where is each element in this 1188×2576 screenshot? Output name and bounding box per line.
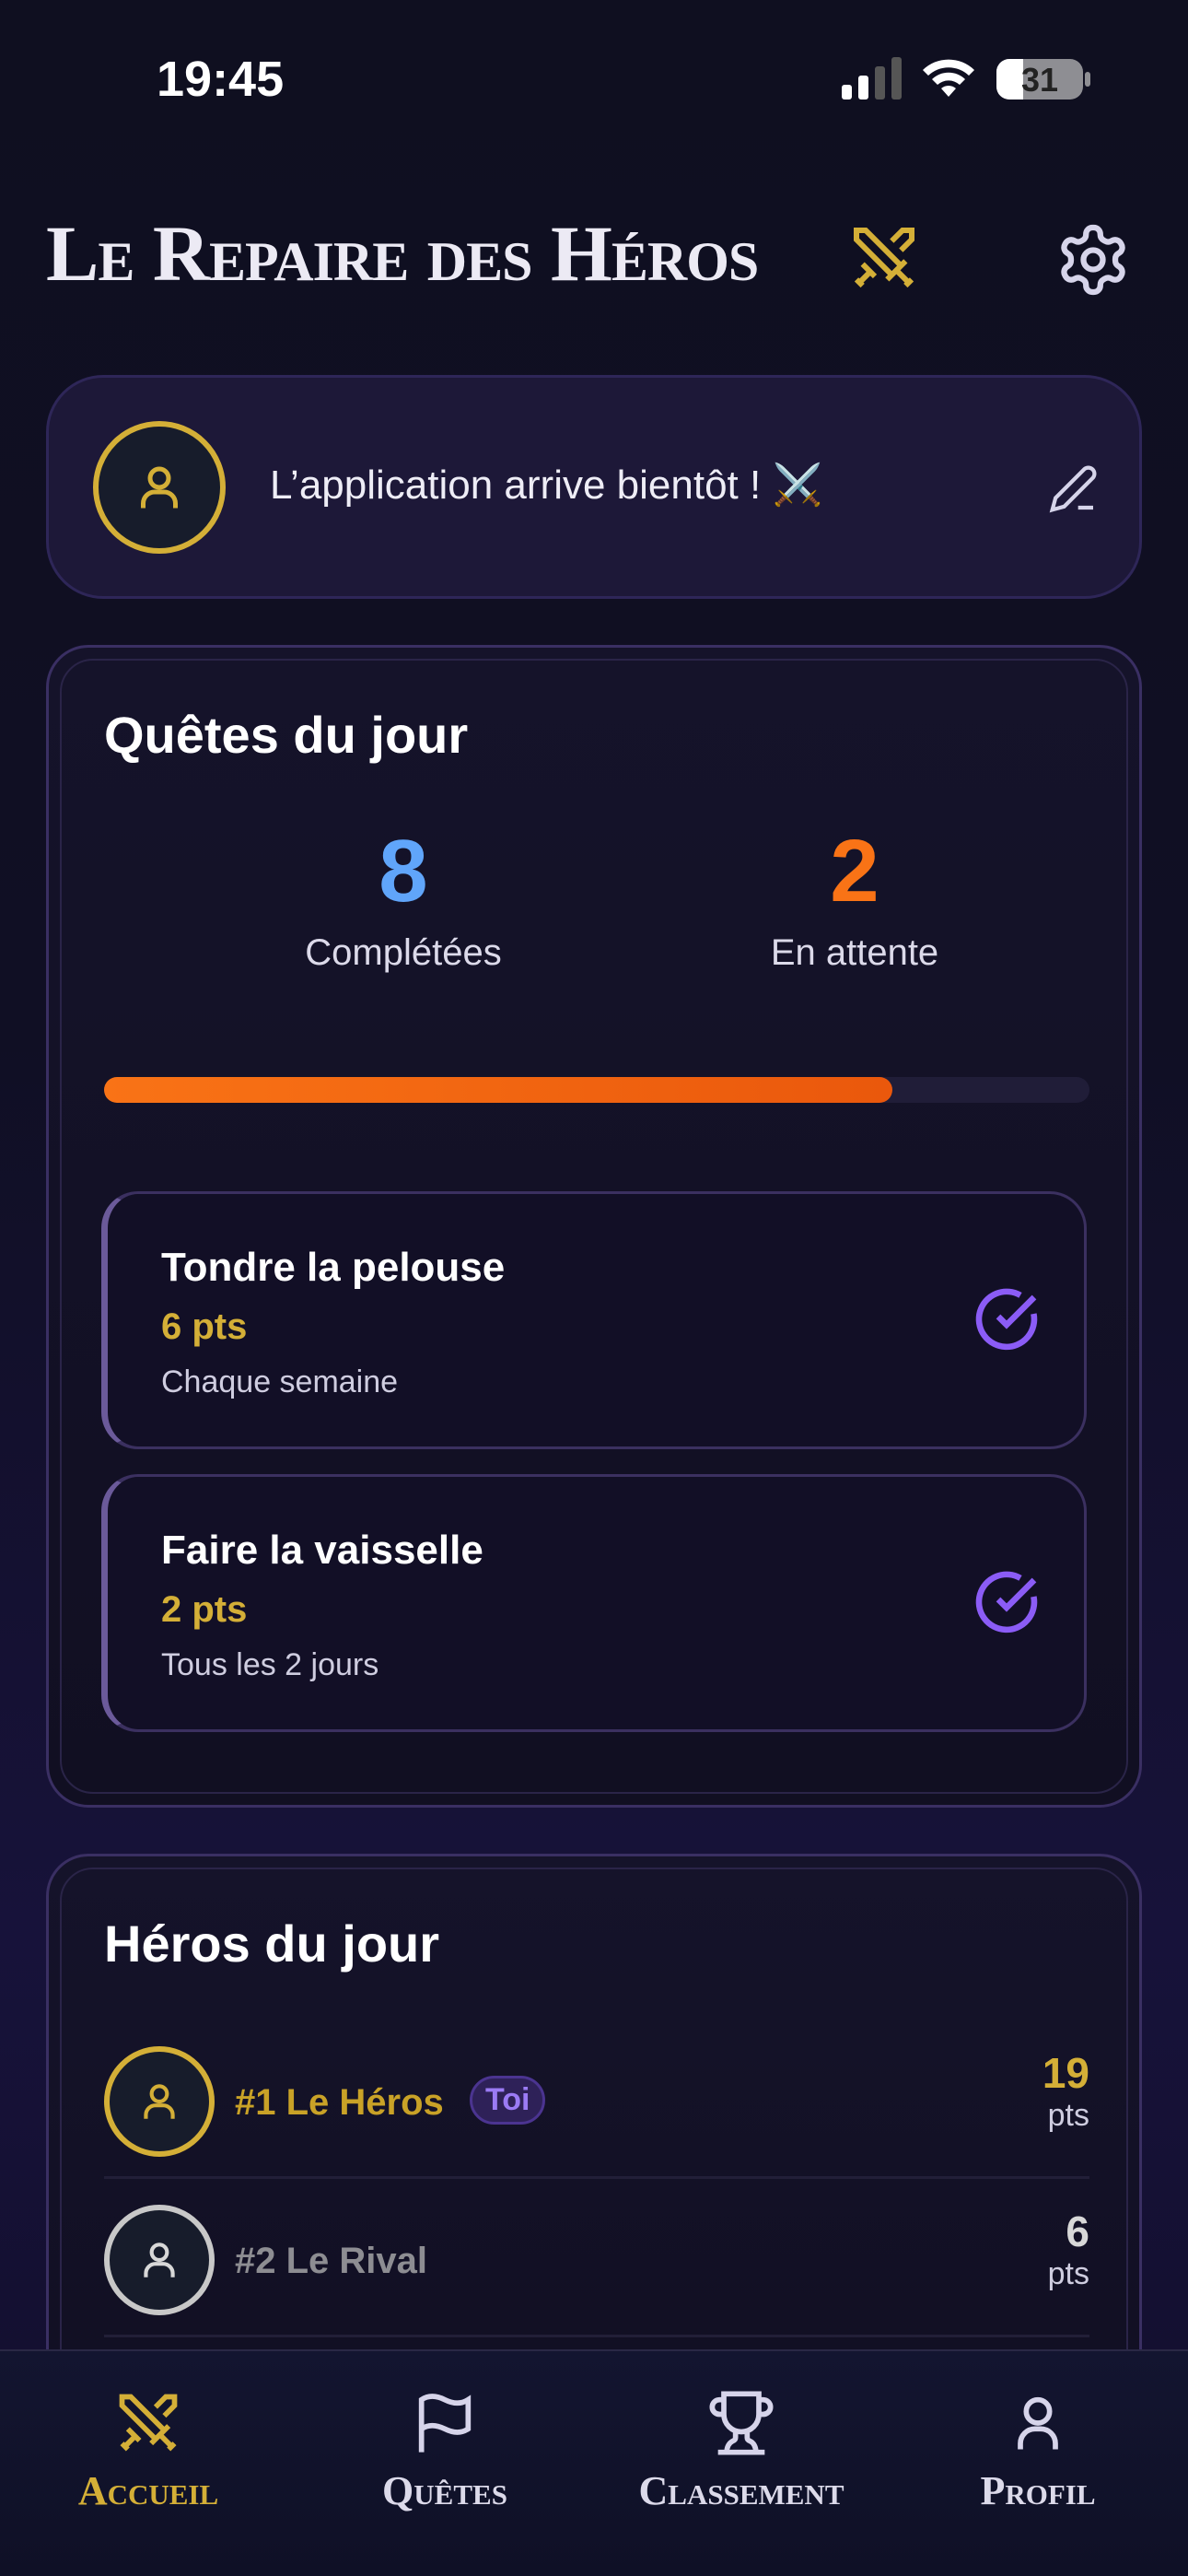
user-avatar[interactable]	[93, 421, 226, 554]
app-title: Le Repaire des Héros	[46, 207, 759, 299]
hero-score: 19 pts	[1042, 2048, 1089, 2134]
nav-accueil[interactable]: Accueil	[0, 2388, 297, 2514]
bottom-nav: Accueil Quêtes Classement Profil	[0, 2349, 1188, 2576]
hero-name: #1 Le Héros	[235, 2082, 444, 2123]
trophy-icon	[709, 2391, 774, 2455]
crossed-swords-icon	[854, 228, 914, 288]
quest-name: Faire la vaisselle	[161, 1528, 483, 1573]
nav-classement[interactable]: Classement	[593, 2388, 890, 2514]
user-icon	[1018, 2396, 1058, 2450]
progress-bar	[104, 1077, 1089, 1103]
pending-count: 2	[830, 822, 879, 920]
signal-icon	[842, 57, 902, 100]
quest-points: 6 pts	[161, 1306, 248, 1347]
pencil-icon[interactable]	[1048, 463, 1100, 514]
hero-avatar	[104, 2046, 215, 2157]
user-icon	[144, 2084, 175, 2119]
status-time: 19:45	[157, 52, 285, 107]
quest-frequency: Tous les 2 jours	[161, 1647, 379, 1682]
nav-profil[interactable]: Profil	[890, 2388, 1186, 2514]
you-badge: Toi	[470, 2076, 546, 2125]
banner-message: L’application arrive bientôt ! ⚔️	[270, 463, 823, 508]
nav-label: Classement	[638, 2468, 844, 2513]
check-circle-icon[interactable]	[973, 1286, 1040, 1352]
hero-points-unit: pts	[1047, 2256, 1089, 2291]
nav-label: Profil	[980, 2468, 1096, 2513]
nav-quetes[interactable]: Quêtes	[297, 2388, 593, 2514]
quest-frequency: Chaque semaine	[161, 1364, 399, 1399]
wifi-icon	[923, 59, 974, 97]
completed-count: 8	[379, 822, 428, 920]
heroes-title: Héros du jour	[104, 1914, 440, 1973]
flag-icon	[418, 2394, 472, 2453]
hero-points: 19	[1042, 2049, 1089, 2097]
crossed-swords-icon	[119, 2394, 178, 2452]
quest-item[interactable]: Tondre la pelouse 6 pts Chaque semaine	[101, 1191, 1087, 1449]
hero-row[interactable]: #2 Le Rival 6 pts	[104, 2199, 1089, 2337]
hero-score: 6 pts	[1048, 2207, 1089, 2292]
hero-points-unit: pts	[1047, 2098, 1089, 2133]
completed-stat: 8 Complétées	[196, 827, 611, 974]
check-circle-icon[interactable]	[973, 1569, 1040, 1635]
app-title-text: Le Repaire des Héros	[46, 209, 759, 298]
hero-points: 6	[1066, 2207, 1089, 2255]
quest-points: 2 pts	[161, 1589, 248, 1630]
pending-stat: 2 En attente	[647, 827, 1062, 974]
nav-label: Quêtes	[382, 2468, 507, 2513]
user-icon	[144, 2242, 175, 2277]
nav-label: Accueil	[77, 2468, 219, 2513]
hero-row[interactable]: #1 Le Héros Toi 19 pts	[104, 2041, 1089, 2179]
completed-label: Complétées	[305, 932, 502, 973]
hero-avatar	[104, 2205, 215, 2315]
quest-name: Tondre la pelouse	[161, 1245, 506, 1290]
quest-item[interactable]: Faire la vaisselle 2 pts Tous les 2 jour…	[101, 1474, 1087, 1732]
battery-icon: 31	[996, 59, 1083, 100]
pending-label: En attente	[770, 932, 939, 973]
user-icon	[141, 466, 178, 509]
announcement-banner: L’application arrive bientôt ! ⚔️	[46, 375, 1142, 599]
hero-name: #2 Le Rival	[235, 2241, 428, 2281]
daily-quests-title: Quêtes du jour	[104, 706, 469, 764]
progress-fill	[104, 1077, 892, 1103]
gear-icon[interactable]	[1054, 221, 1132, 299]
battery-level: 31	[1020, 61, 1059, 99]
